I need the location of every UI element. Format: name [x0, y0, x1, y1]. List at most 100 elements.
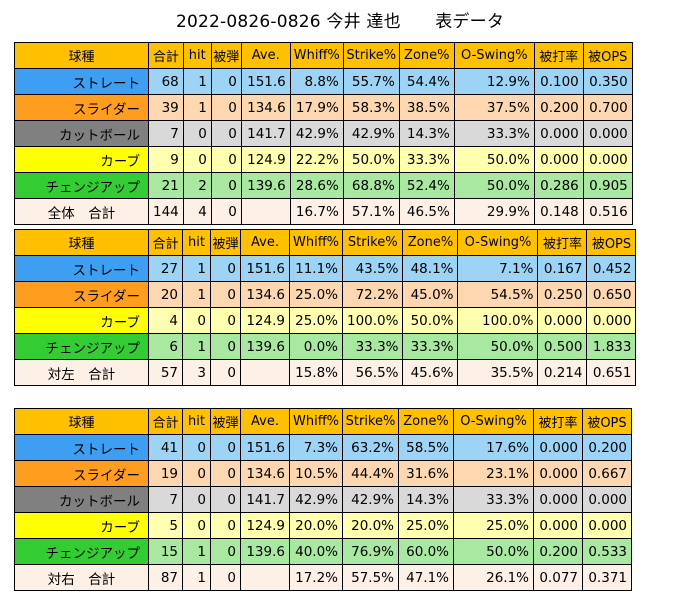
total-cell: 7: [148, 486, 183, 513]
strike-cell: 68.8%: [342, 172, 400, 199]
pitch-type-cell: カットボール: [14, 120, 149, 147]
total-cell: 6: [148, 333, 183, 360]
zone-cell: 33.3%: [402, 333, 459, 360]
table-row: カットボール 7 0 0 141.7 42.9% 42.9% 14.3% 33.3% 0.000 0…: [14, 120, 633, 147]
pitch-type-cell: カーブ: [14, 512, 149, 539]
page-title: 2022-0826-0826 今井 達也 表データ: [175, 12, 505, 32]
pitch-type-cell: カーブ: [14, 307, 149, 334]
avg-against-cell: 0.250: [537, 281, 588, 308]
hr-cell: 0: [210, 198, 242, 225]
zone-cell: 47.1%: [398, 564, 454, 591]
strike-cell: 63.2%: [342, 434, 399, 461]
pitch-type-cell: ストレート: [14, 255, 149, 282]
hit-cell: 1: [182, 94, 212, 121]
pitch-type-cell: ストレート: [14, 68, 149, 95]
strike-cell: 55.7%: [342, 68, 400, 95]
whiff-cell: 0.0%: [289, 333, 343, 360]
ave-cell: 124.9: [240, 307, 290, 334]
total-label: 対左 合計: [14, 359, 149, 386]
whiff-cell: 15.8%: [289, 359, 343, 386]
ave-cell: 151.6: [240, 68, 291, 95]
ops-against-cell: 0.452: [586, 255, 637, 282]
hit-cell: 1: [182, 538, 211, 565]
whiff-cell: 7.3%: [289, 434, 343, 461]
column-header: 被打率: [537, 229, 588, 256]
column-header: 被弾: [210, 229, 241, 256]
zone-cell: 52.4%: [398, 172, 455, 199]
total-cell: 7: [148, 120, 184, 147]
hr-cell: 0: [210, 146, 242, 173]
whiff-cell: 25.0%: [289, 307, 343, 334]
strike-cell: 50.0%: [342, 146, 400, 173]
total-row: 対右 合計 87 1 0 17.2% 57.5% 47.1% 26.1% 0.077 0.371: [14, 564, 632, 591]
avg-against-cell: 0.000: [537, 307, 588, 334]
total-cell: 57: [148, 359, 183, 386]
ops-against-cell: 0.700: [582, 94, 633, 121]
avg-against-cell: 0.000: [533, 146, 584, 173]
whiff-cell: 42.9%: [289, 120, 344, 147]
ave-cell: 134.6: [240, 281, 290, 308]
table-row: スライダー 39 1 0 134.6 17.9% 58.3% 38.5% 37.5% 0.200 0…: [14, 94, 633, 121]
column-header: 球種: [14, 42, 149, 69]
pitch-table-vs-left: 球種 合計 hit 被弾 Ave. Whiff% Strike% Zone% O-Swing% 被…: [14, 229, 637, 386]
avg-against-cell: 0.000: [533, 434, 583, 461]
ave-cell: [240, 198, 291, 225]
ave-cell: 141.7: [240, 486, 290, 513]
pitch-type-cell: スライダー: [14, 94, 149, 121]
pitch-type-cell: カーブ: [14, 146, 149, 173]
table-row: カーブ 4 0 0 124.9 25.0% 100.0% 50.0% 100.0% 0.000 0.…: [14, 307, 637, 334]
strike-cell: 58.3%: [342, 94, 400, 121]
hr-cell: 0: [210, 359, 241, 386]
avg-against-cell: 0.214: [537, 359, 588, 386]
whiff-cell: 11.1%: [289, 255, 343, 282]
hr-cell: 0: [210, 172, 242, 199]
total-cell: 27: [148, 255, 183, 282]
table-row: カットボール 7 0 0 141.7 42.9% 42.9% 14.3% 33.3% 0.000 0…: [14, 486, 632, 513]
whiff-cell: 28.6%: [289, 172, 344, 199]
column-header: 被弾: [210, 408, 241, 435]
oswing-cell: 37.5%: [453, 94, 535, 121]
ave-cell: [240, 359, 290, 386]
ave-cell: 134.6: [240, 94, 291, 121]
table-row: ストレート 41 0 0 151.6 7.3% 63.2% 58.5% 17.6% 0.000 0.…: [14, 434, 632, 461]
total-cell: 19: [148, 460, 183, 487]
total-row: 全体 合計 144 4 0 16.7% 57.1% 46.5% 29.9% 0.148 0.516: [14, 198, 633, 225]
hr-cell: 0: [210, 255, 241, 282]
hit-cell: 2: [182, 172, 212, 199]
whiff-cell: 20.0%: [289, 512, 343, 539]
pitch-type-cell: チェンジアップ: [14, 172, 149, 199]
hr-cell: 0: [210, 512, 241, 539]
avg-against-cell: 0.000: [533, 486, 583, 513]
whiff-cell: 17.9%: [289, 94, 344, 121]
strike-cell: 76.9%: [342, 538, 399, 565]
column-header: Whiff%: [289, 229, 343, 256]
ops-against-cell: 0.533: [582, 538, 632, 565]
hr-cell: 0: [210, 68, 242, 95]
total-row: 対左 合計 57 3 0 15.8% 56.5% 45.6% 35.5% 0.214 0.651: [14, 359, 637, 386]
hit-cell: 0: [182, 434, 211, 461]
oswing-cell: 23.1%: [453, 460, 534, 487]
total-cell: 41: [148, 434, 183, 461]
column-header: 被弾: [210, 42, 242, 69]
zone-cell: 33.3%: [398, 146, 455, 173]
ave-cell: 139.6: [240, 172, 291, 199]
column-header: 球種: [14, 229, 149, 256]
whiff-cell: 22.2%: [289, 146, 344, 173]
ops-against-cell: 0.000: [586, 307, 637, 334]
oswing-cell: 17.6%: [453, 434, 534, 461]
zone-cell: 58.5%: [398, 434, 454, 461]
table-row: スライダー 20 1 0 134.6 25.0% 72.2% 45.0% 54.5% 0.250 0…: [14, 281, 637, 308]
table-row: チェンジアップ 6 1 0 139.6 0.0% 33.3% 33.3% 50.0% 0.500 1…: [14, 333, 637, 360]
strike-cell: 100.0%: [341, 307, 404, 334]
zone-cell: 46.5%: [398, 198, 455, 225]
hr-cell: 0: [210, 538, 241, 565]
ave-cell: 139.6: [240, 538, 290, 565]
pitch-type-cell: スライダー: [14, 281, 149, 308]
oswing-cell: 33.3%: [453, 120, 535, 147]
pitch-table-overall: 球種 合計 hit 被弾 Ave. Whiff% Strike% Zone% O-Swing% 被…: [14, 42, 633, 225]
strike-cell: 44.4%: [342, 460, 399, 487]
strike-cell: 56.5%: [341, 359, 404, 386]
hr-cell: 0: [210, 333, 241, 360]
oswing-cell: 33.3%: [453, 486, 534, 513]
ops-against-cell: 0.905: [582, 172, 633, 199]
